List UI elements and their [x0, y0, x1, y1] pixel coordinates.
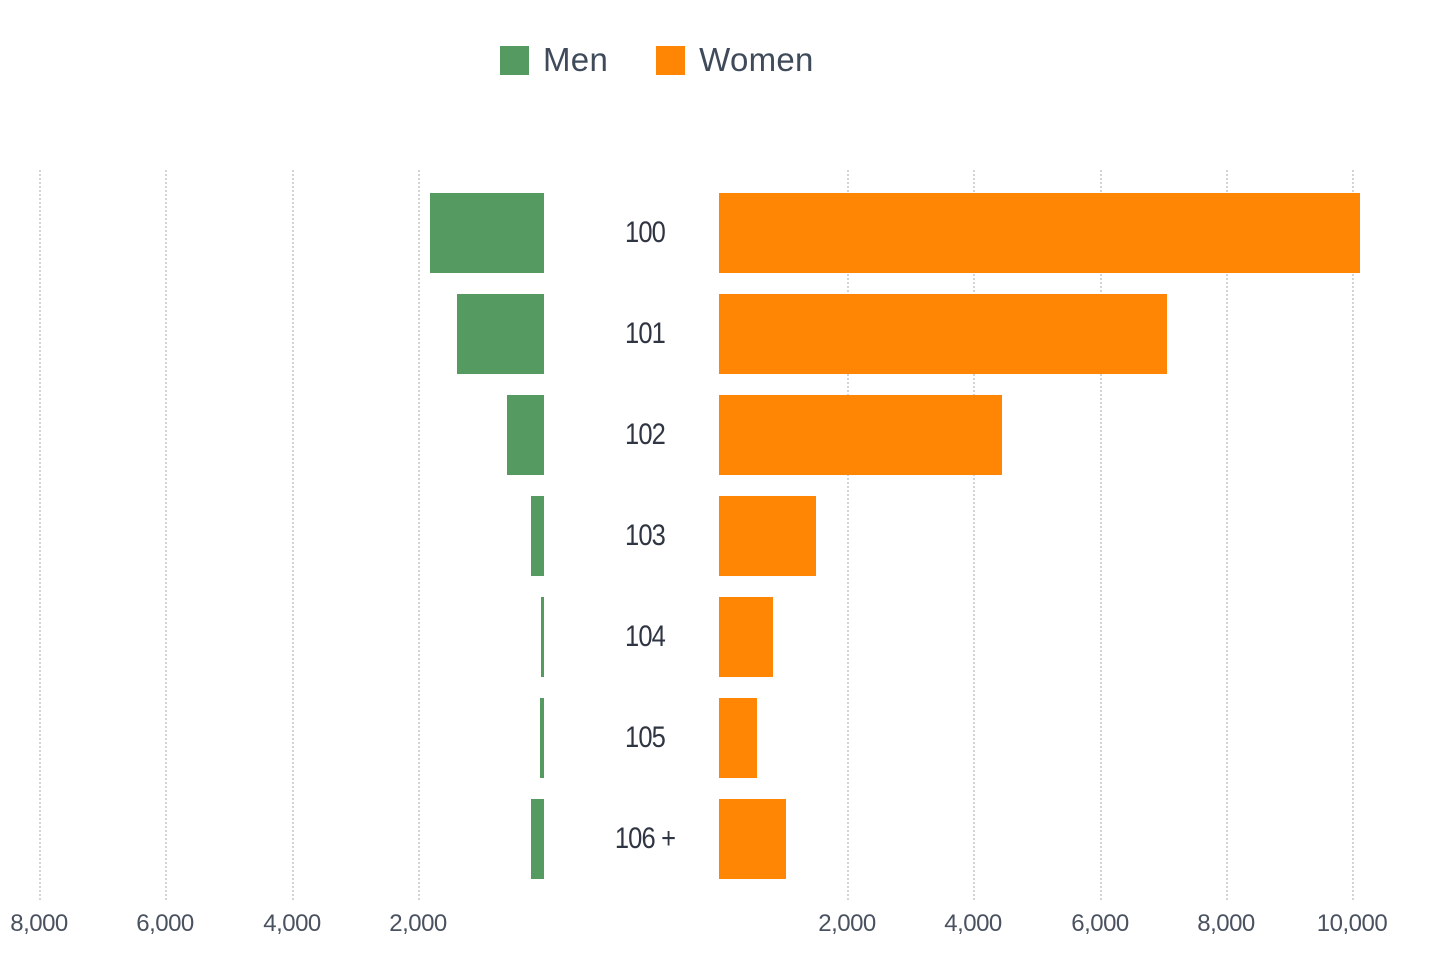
bar-men-101[interactable] — [456, 294, 544, 374]
bar-men-103[interactable] — [530, 496, 544, 576]
age-label-100: 100 — [624, 216, 666, 249]
gridline-left-4000 — [292, 170, 294, 900]
bar-women-102[interactable] — [719, 395, 1002, 475]
legend-item-men: Men — [500, 41, 608, 79]
gridline-left-2000 — [418, 170, 420, 900]
age-label-103: 103 — [624, 519, 666, 552]
tick-label-right-8000: 8,000 — [1197, 910, 1255, 937]
tick-label-right-2000: 2,000 — [818, 910, 876, 937]
gridline-right-8000 — [1226, 170, 1228, 900]
bar-women-100[interactable] — [719, 193, 1361, 273]
legend-swatch-women — [656, 45, 686, 75]
tick-label-left-2000: 2,000 — [389, 910, 447, 937]
age-label-102: 102 — [624, 418, 666, 451]
gridline-right-10000 — [1352, 170, 1354, 900]
bar-women-105[interactable] — [719, 698, 757, 778]
gridline-left-8000 — [39, 170, 41, 900]
bar-men-102[interactable] — [506, 395, 544, 475]
chart-legend: Men Women — [500, 40, 862, 80]
tick-label-right-4000: 4,000 — [944, 910, 1002, 937]
age-label-106-plus: 106 + — [614, 822, 676, 855]
gridline-right-4000 — [973, 170, 975, 900]
bar-women-103[interactable] — [719, 496, 816, 576]
bar-men-100[interactable] — [430, 193, 544, 273]
legend-swatch-men — [500, 45, 529, 75]
gridline-right-6000 — [1100, 170, 1102, 900]
legend-label-women: Women — [699, 41, 814, 78]
bar-women-104[interactable] — [719, 597, 773, 677]
bar-men-104[interactable] — [540, 597, 544, 677]
age-label-105: 105 — [624, 721, 666, 754]
legend-item-women: Women — [656, 41, 814, 79]
bar-women-101[interactable] — [719, 294, 1168, 374]
tick-label-left-6000: 6,000 — [136, 910, 194, 937]
age-label-101: 101 — [624, 317, 666, 350]
tick-label-right-10000: 10,000 — [1316, 910, 1388, 937]
gridline-left-6000 — [165, 170, 167, 900]
bar-women-106-plus[interactable] — [719, 799, 787, 879]
bar-men-105[interactable] — [540, 698, 544, 778]
gridline-right-2000 — [847, 170, 849, 900]
age-label-104: 104 — [624, 620, 666, 653]
tick-label-left-8000: 8,000 — [10, 910, 68, 937]
tick-label-left-4000: 4,000 — [263, 910, 321, 937]
bar-men-106-plus[interactable] — [531, 799, 544, 879]
legend-label-men: Men — [543, 41, 609, 78]
tick-label-right-6000: 6,000 — [1071, 910, 1129, 937]
